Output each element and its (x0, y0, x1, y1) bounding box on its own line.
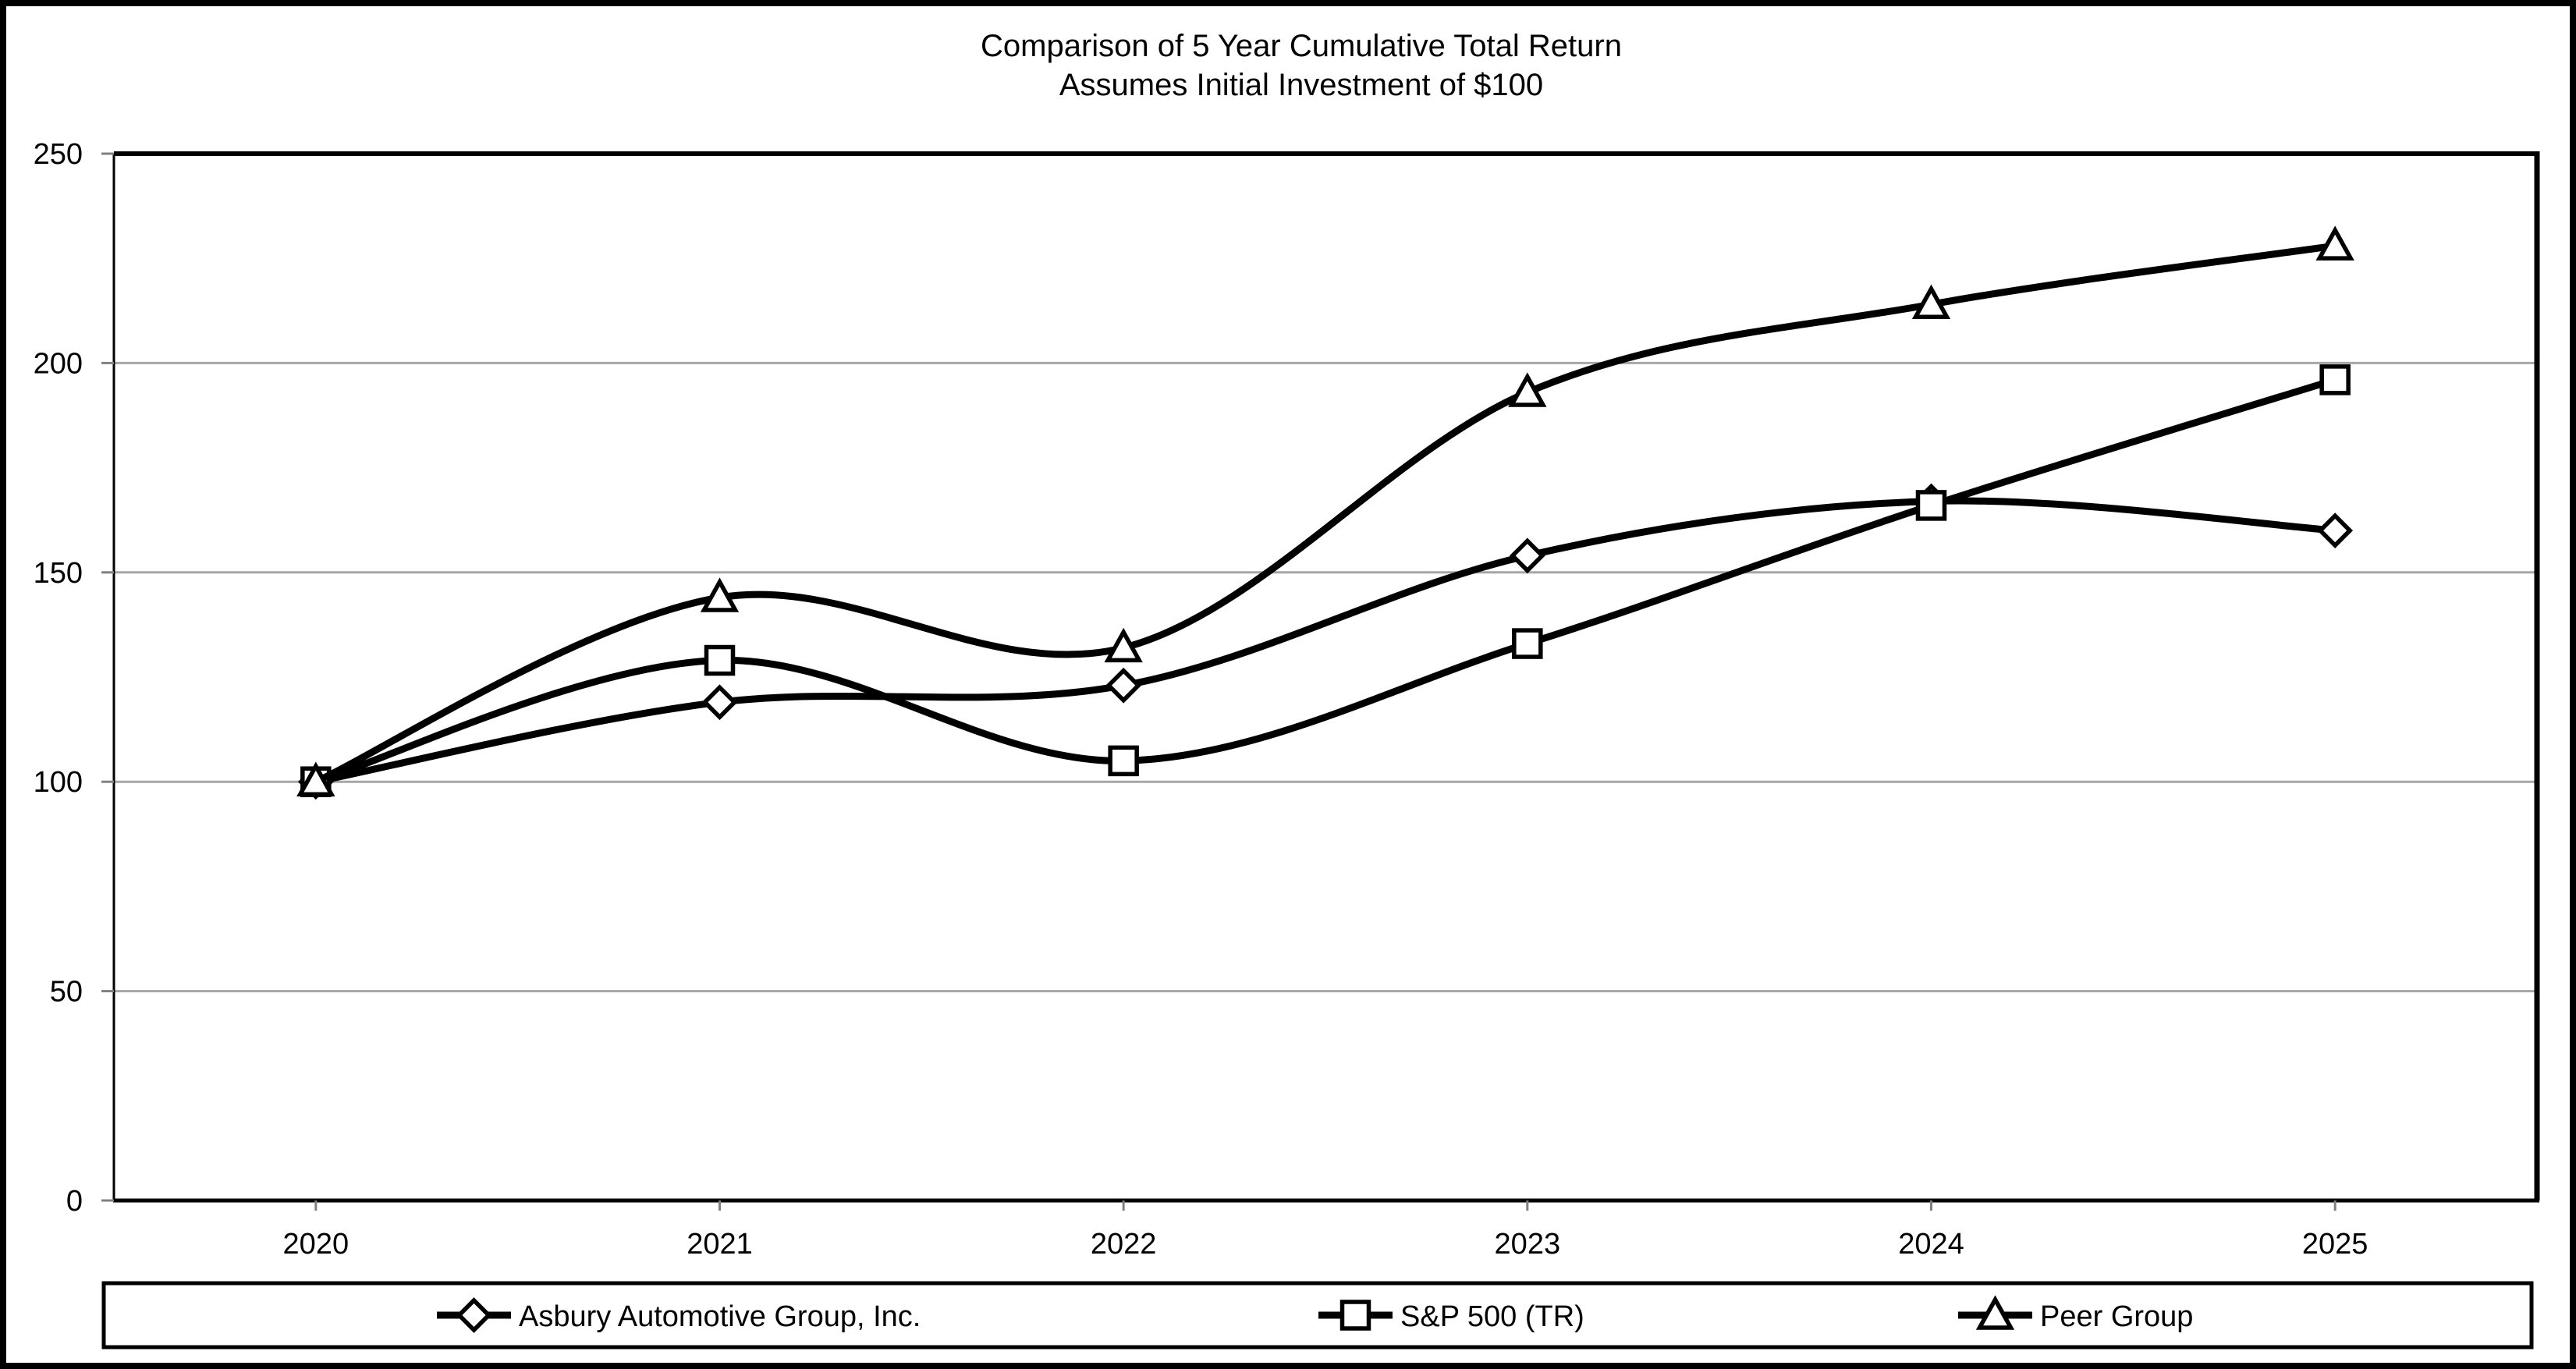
point-peer-group-2021 (700, 577, 740, 612)
legend-label-s-p-500-tr: S&P 500 (TR) (1400, 1300, 1584, 1333)
legend-marker-triangle-icon (1975, 1295, 2015, 1330)
x-tick-label-2022: 2022 (1091, 1228, 1157, 1261)
point-peer-group-2025 (2315, 225, 2354, 261)
y-tick-label-0: 0 (66, 1185, 83, 1218)
point-s-p-500-tr-2024 (1915, 490, 1947, 521)
legend-layer: Asbury Automotive Group, Inc. S&P 500 (TR… (101, 1281, 2534, 1349)
x-tick-label-2020: 2020 (283, 1228, 349, 1261)
y-tick-label-50: 50 (50, 976, 83, 1009)
point-peer-group-2024 (1911, 284, 1951, 319)
x-tick-label-2024: 2024 (1898, 1228, 1964, 1261)
point-peer-group-2020 (296, 761, 335, 796)
y-tick-label-150: 150 (34, 557, 83, 590)
chart-title: Comparison of 5 Year Cumulative Total Re… (981, 29, 1622, 63)
point-peer-group-2022 (1104, 627, 1143, 663)
legend-label-peer-group: Peer Group (2040, 1300, 2193, 1333)
legend-item-s-p-500-tr: S&P 500 (TR) (1318, 1300, 1584, 1333)
point-asbury-automotive-group-inc-2021 (701, 684, 738, 721)
legend-item-peer-group: Peer Group (1958, 1295, 2193, 1333)
point-s-p-500-tr-2025 (2319, 364, 2351, 395)
x-tick-label-2025: 2025 (2302, 1228, 2368, 1261)
point-s-p-500-tr-2022 (1108, 745, 1139, 777)
axis-labels-layer: 0 50 100 150 200 250 2020 2021 2022 2023 2024 2025 (34, 138, 2368, 1261)
point-peer-group-2023 (1508, 372, 1547, 407)
legend-marker-diamond-icon (456, 1297, 492, 1333)
point-asbury-automotive-group-inc-2022 (1105, 667, 1142, 704)
y-tick-label-250: 250 (34, 138, 83, 171)
axis-ticks-layer (101, 152, 2336, 1211)
gridlines-layer (114, 361, 2537, 993)
chart-subtitle: Assumes Initial Investment of $100 (1059, 68, 1543, 102)
series-line-asbury-automotive-group-inc (312, 497, 2339, 786)
plot-frame-layer (112, 151, 2540, 1203)
series-line-peer-group (312, 242, 2339, 786)
point-s-p-500-tr-2023 (1512, 628, 1543, 659)
legend-label-asbury-automotive-group-inc: Asbury Automotive Group, Inc. (519, 1300, 921, 1333)
series-layer (296, 225, 2354, 800)
point-asbury-automotive-group-inc-2025 (2317, 512, 2354, 549)
y-tick-label-200: 200 (34, 347, 83, 380)
y-tick-label-100: 100 (34, 766, 83, 799)
x-tick-label-2023: 2023 (1495, 1228, 1561, 1261)
series-line-s-p-500-tr (312, 376, 2339, 786)
point-asbury-automotive-group-inc-2023 (1509, 537, 1545, 574)
point-s-p-500-tr-2021 (704, 644, 736, 676)
legend-item-asbury-automotive-group-inc: Asbury Automotive Group, Inc. (437, 1297, 921, 1333)
x-tick-label-2021: 2021 (687, 1228, 753, 1261)
legend-marker-square-icon (1339, 1300, 1371, 1331)
